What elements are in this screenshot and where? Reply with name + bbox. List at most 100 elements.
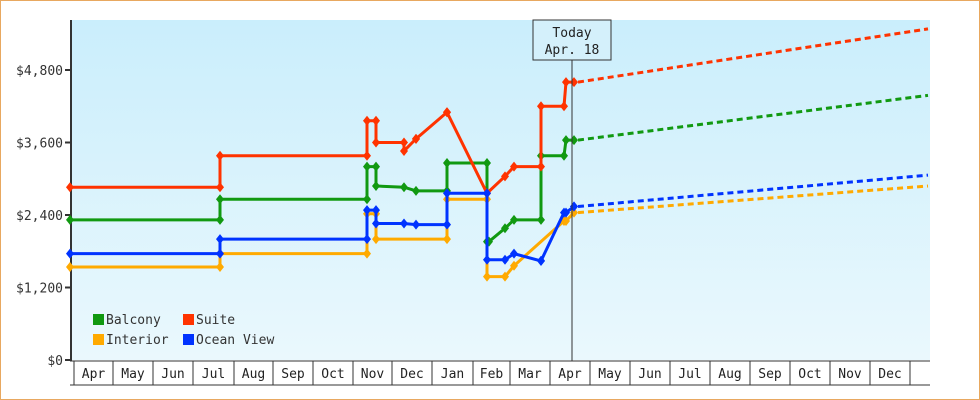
data-point[interactable] <box>363 115 371 126</box>
data-point[interactable] <box>483 188 491 199</box>
x-axis: Apr May Jun Jul Aug Sep Oct Nov Dec Jan Feb Mar Apr M… <box>70 360 930 386</box>
y-tick-label: $0 <box>47 354 63 369</box>
y-axis: $0 $1,200 $2,400 $3,600 $4,800 <box>16 20 72 369</box>
y-tick-label: $3,600 <box>16 137 63 152</box>
data-point[interactable] <box>562 207 570 218</box>
x-month-label: Jul <box>202 367 225 382</box>
x-month-label: May <box>598 367 622 382</box>
data-point[interactable] <box>66 248 74 259</box>
data-point[interactable] <box>216 182 224 193</box>
today-label: Today <box>552 26 591 41</box>
data-point[interactable] <box>372 115 380 126</box>
data-point[interactable] <box>537 161 545 172</box>
data-point[interactable] <box>363 205 371 216</box>
data-point[interactable] <box>400 137 408 148</box>
x-month-label: Mar <box>518 367 542 382</box>
data-point[interactable] <box>560 101 568 112</box>
today-marker: Today Apr. 18 <box>532 19 612 361</box>
x-month-label: Jul <box>678 367 701 382</box>
data-point[interactable] <box>510 248 518 259</box>
data-point[interactable] <box>560 150 568 161</box>
data-point[interactable] <box>372 205 380 216</box>
data-point[interactable] <box>562 77 570 88</box>
data-point[interactable] <box>363 194 371 205</box>
x-month-label: Apr <box>82 367 106 382</box>
x-month-label: Jun <box>161 367 184 382</box>
data-point[interactable] <box>483 254 491 265</box>
data-point[interactable] <box>443 107 451 118</box>
data-point[interactable] <box>412 185 420 196</box>
data-point[interactable] <box>66 214 74 225</box>
data-point[interactable] <box>537 255 545 266</box>
x-month-label: Sep <box>758 367 782 382</box>
forecast-line-suite <box>577 27 929 84</box>
legend-label-balcony[interactable]: Balcony <box>106 313 161 328</box>
data-point[interactable] <box>363 161 371 172</box>
data-point[interactable] <box>510 161 518 172</box>
y-tick-label: $4,800 <box>16 64 63 79</box>
forecast-line-balcony <box>577 93 929 142</box>
data-point[interactable] <box>501 171 509 182</box>
x-month-label: Sep <box>281 367 305 382</box>
data-point[interactable] <box>372 137 380 148</box>
x-month-label: Apr <box>558 367 582 382</box>
data-point[interactable] <box>443 234 451 245</box>
y-tick-label: $2,400 <box>16 209 63 224</box>
legend-label-ocean-view[interactable]: Ocean View <box>196 333 274 348</box>
legend-swatch <box>183 314 194 325</box>
data-point[interactable] <box>443 219 451 230</box>
data-point[interactable] <box>562 135 570 146</box>
legend-label-suite[interactable]: Suite <box>196 313 235 328</box>
x-month-label: Aug <box>718 367 741 382</box>
data-point[interactable] <box>372 161 380 172</box>
x-month-label: May <box>121 367 145 382</box>
data-point[interactable] <box>501 223 509 234</box>
legend-label-interior[interactable]: Interior <box>106 333 169 348</box>
data-point[interactable] <box>363 150 371 161</box>
data-point[interactable] <box>510 260 518 271</box>
data-point[interactable] <box>443 188 451 199</box>
forecast-line-interior <box>577 184 929 215</box>
data-point[interactable] <box>66 182 74 193</box>
data-point[interactable] <box>562 216 570 227</box>
today-date: Apr. 18 <box>545 43 600 58</box>
data-point[interactable] <box>216 261 224 272</box>
data-point[interactable] <box>216 248 224 259</box>
data-point[interactable] <box>412 219 420 230</box>
data-point[interactable] <box>372 181 380 191</box>
data-point[interactable] <box>363 234 371 245</box>
data-point[interactable] <box>216 150 224 161</box>
data-point[interactable] <box>363 248 371 259</box>
data-point[interactable] <box>372 218 380 229</box>
x-month-label: Feb <box>480 367 504 382</box>
legend-swatch <box>93 314 104 325</box>
x-month-label: Jan <box>441 367 464 382</box>
x-month-label: Nov <box>361 367 385 382</box>
data-point[interactable] <box>501 271 509 282</box>
x-month-label: Oct <box>798 367 821 382</box>
x-month-label: Nov <box>838 367 862 382</box>
data-point[interactable] <box>483 158 491 169</box>
data-point[interactable] <box>400 145 408 156</box>
series-lines <box>66 27 929 282</box>
data-point[interactable] <box>510 214 518 225</box>
data-point[interactable] <box>400 218 408 229</box>
data-point[interactable] <box>216 214 224 225</box>
data-point[interactable] <box>372 234 380 245</box>
data-point[interactable] <box>483 271 491 282</box>
data-point[interactable] <box>400 182 408 193</box>
x-month-label: Jun <box>638 367 661 382</box>
data-point[interactable] <box>66 261 74 272</box>
data-point[interactable] <box>443 158 451 169</box>
data-point[interactable] <box>501 254 509 265</box>
legend-swatch <box>183 334 194 345</box>
data-point[interactable] <box>537 101 545 112</box>
x-month-label: Aug <box>242 367 265 382</box>
data-point[interactable] <box>537 214 545 225</box>
legend-swatch <box>93 334 104 345</box>
data-point[interactable] <box>412 133 420 144</box>
y-tick-label: $1,200 <box>16 282 63 297</box>
data-point[interactable] <box>216 194 224 205</box>
data-point[interactable] <box>216 234 224 245</box>
